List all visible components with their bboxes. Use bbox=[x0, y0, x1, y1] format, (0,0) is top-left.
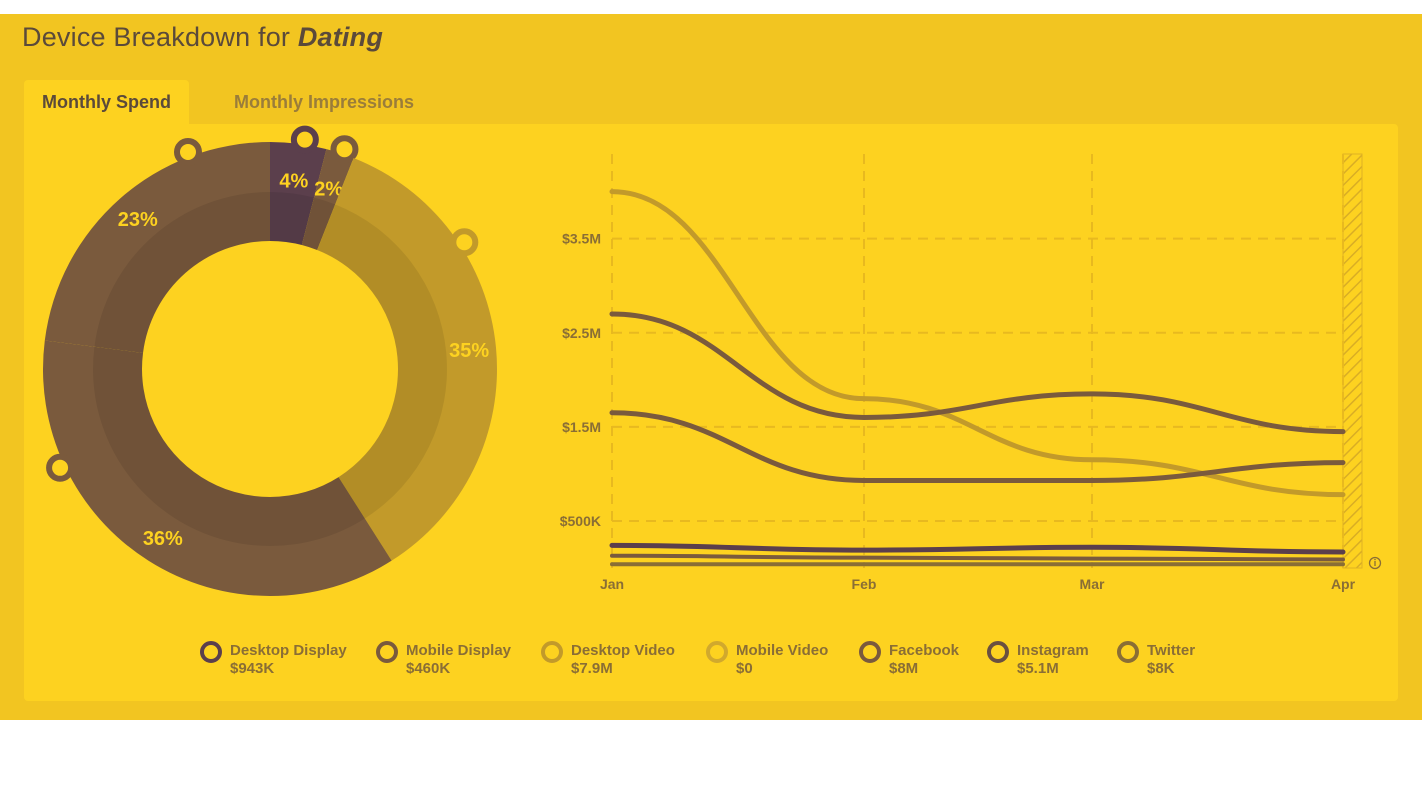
donut-inner-ring-3 bbox=[92, 346, 365, 546]
legend-value: $8K bbox=[1147, 660, 1175, 677]
legend-value: $5.1M bbox=[1017, 660, 1059, 677]
donut-chart: 4% 2% 35% 36% 23% bbox=[43, 125, 497, 596]
title-subject: Dating bbox=[297, 22, 384, 52]
donut-inner-ring-2 bbox=[317, 204, 447, 519]
legend-swatch-icon bbox=[987, 641, 1009, 663]
donut-label-1: 2% bbox=[314, 178, 343, 200]
legend-swatch-icon bbox=[376, 641, 398, 663]
legend-value: $943K bbox=[230, 660, 275, 677]
x-tick-label-2: Mar bbox=[1080, 576, 1105, 592]
legend-value: $8M bbox=[889, 660, 919, 677]
donut-inner-ring-0 bbox=[270, 192, 315, 246]
future-hatch-region bbox=[1342, 153, 1363, 569]
charts-svg: 4% 2% 35% 36% 23% $500K $1.5M $2.5M $3.5M Jan Feb… bbox=[43, 125, 1382, 596]
line-series-2[interactable] bbox=[609, 410, 1346, 483]
donut-inner-ring-4 bbox=[94, 192, 271, 353]
legend-name: Desktop Video bbox=[571, 642, 675, 659]
donut-marker-0[interactable] bbox=[290, 125, 319, 154]
donut-marker-2[interactable] bbox=[450, 228, 479, 257]
legend-swatch-icon bbox=[200, 641, 222, 663]
x-tick-label-1: Feb bbox=[852, 576, 877, 592]
legend-swatch-icon bbox=[706, 641, 728, 663]
legend-name: Twitter bbox=[1147, 642, 1196, 659]
y-tick-label-2: $2.5M bbox=[562, 325, 601, 341]
info-icon[interactable] bbox=[1368, 556, 1382, 570]
donut-marker-4[interactable] bbox=[173, 137, 202, 166]
x-tick-label-3: Apr bbox=[1331, 576, 1356, 592]
legend-swatch-icon bbox=[541, 641, 563, 663]
donut-slice-4[interactable] bbox=[44, 142, 270, 353]
y-tick-label-3: $3.5M bbox=[562, 231, 601, 247]
donut-label-4: 23% bbox=[118, 209, 158, 231]
donut-label-3: 36% bbox=[143, 528, 183, 550]
tab-monthly-impressions[interactable]: Monthly Impressions bbox=[234, 92, 415, 112]
legend-swatch-icon bbox=[859, 641, 881, 663]
legend: Desktop Display $943K Mobile Display $460K D… bbox=[0, 640, 1422, 680]
tab-monthly-spend[interactable]: Monthly Spend bbox=[24, 80, 189, 124]
line-series-4[interactable] bbox=[610, 553, 1345, 562]
line-series-1[interactable] bbox=[609, 311, 1346, 435]
page-title: Device Breakdown for Dating bbox=[22, 22, 383, 53]
line-series-3[interactable] bbox=[609, 542, 1346, 555]
donut-slice-1[interactable] bbox=[301, 149, 354, 250]
donut-marker-3[interactable] bbox=[46, 453, 75, 482]
donut-slice-2[interactable] bbox=[317, 157, 497, 561]
donut-inner-ring-1 bbox=[301, 197, 336, 250]
y-tick-label-0: $500K bbox=[560, 513, 601, 529]
legend-value: $7.9M bbox=[571, 660, 613, 677]
line-series-0[interactable] bbox=[609, 189, 1346, 498]
legend-value: $460K bbox=[406, 660, 451, 677]
legend-name: Mobile Display bbox=[406, 642, 512, 659]
title-prefix: Device Breakdown for bbox=[22, 22, 291, 52]
donut-label-2: 35% bbox=[449, 340, 489, 362]
line-chart: $500K $1.5M $2.5M $3.5M Jan Feb Mar Apr bbox=[560, 153, 1382, 592]
legend-name: Desktop Display bbox=[230, 642, 347, 659]
legend-value: $0 bbox=[736, 660, 753, 677]
donut-slice-0[interactable] bbox=[270, 142, 327, 246]
x-tick-label-0: Jan bbox=[600, 576, 624, 592]
donut-label-0: 4% bbox=[279, 170, 308, 192]
legend-name: Mobile Video bbox=[736, 642, 829, 659]
y-tick-label-1: $1.5M bbox=[562, 419, 601, 435]
legend-name: Facebook bbox=[889, 642, 960, 659]
legend-name: Instagram bbox=[1017, 642, 1089, 659]
donut-slice-3[interactable] bbox=[43, 340, 392, 596]
donut-marker-1[interactable] bbox=[330, 135, 359, 164]
legend-swatch-icon bbox=[1117, 641, 1139, 663]
